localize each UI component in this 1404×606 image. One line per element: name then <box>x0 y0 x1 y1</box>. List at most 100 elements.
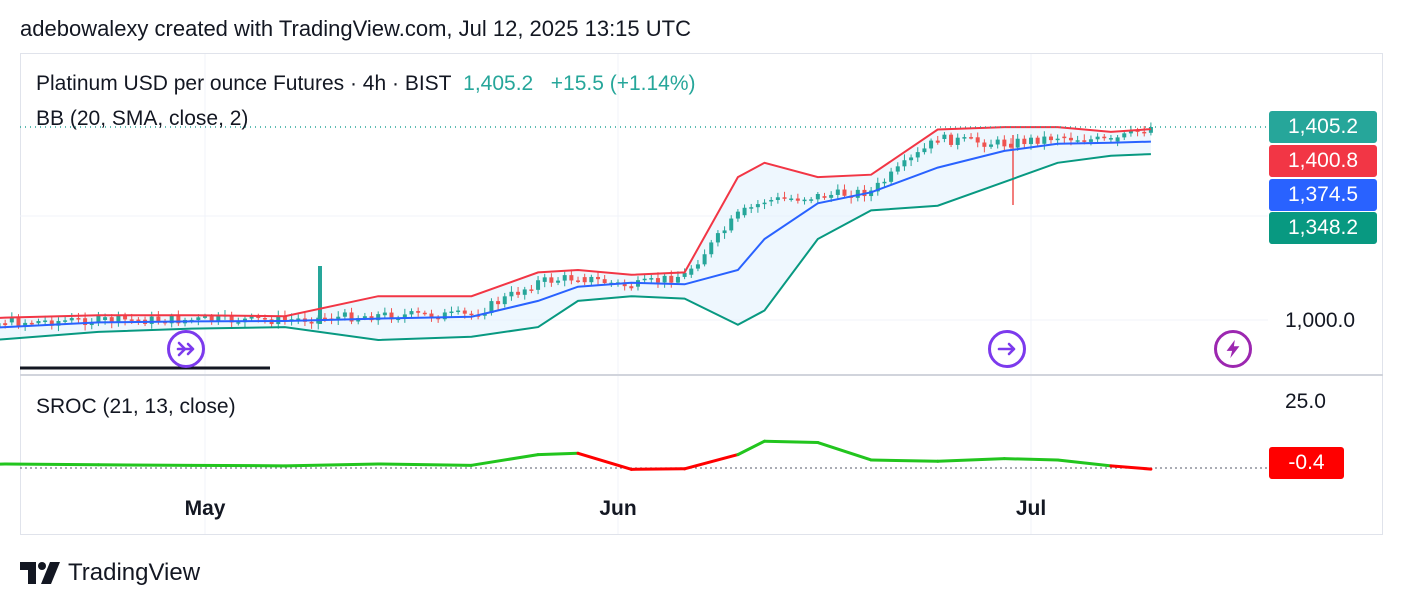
candle-body <box>749 207 754 209</box>
sroc-line-segment <box>816 441 873 462</box>
candle-body <box>436 317 441 320</box>
candle-body <box>549 277 554 283</box>
candle-body <box>282 316 287 320</box>
candle-body <box>429 313 434 318</box>
candle-body <box>989 144 994 147</box>
candle-body <box>89 322 94 326</box>
candle-body <box>589 276 594 283</box>
candle-body <box>1075 140 1080 142</box>
candle-body <box>895 166 900 172</box>
candle-body <box>396 318 401 321</box>
candle-body <box>462 310 467 314</box>
arrow-right-circle-icon[interactable] <box>167 330 205 368</box>
candle-body <box>755 204 760 208</box>
candle-body <box>9 318 14 323</box>
candle-body <box>769 199 774 202</box>
candle-body <box>336 316 341 321</box>
candle-body <box>1128 130 1133 134</box>
candle-body <box>829 194 834 198</box>
candle-body <box>935 140 940 143</box>
candle-body <box>229 315 234 323</box>
candle-body <box>296 318 301 320</box>
candle-body <box>1062 136 1067 139</box>
candle-body <box>262 318 267 320</box>
candle-body <box>256 315 261 319</box>
chart-frame <box>20 53 1383 535</box>
candle-body <box>36 321 41 324</box>
candle-body <box>43 320 48 322</box>
candle-body <box>662 275 667 283</box>
candle-body <box>136 319 141 322</box>
bb-legend: BB (20, SMA, close, 2) <box>36 107 249 130</box>
candle-body <box>982 142 987 147</box>
sroc-line-segment <box>376 462 473 467</box>
candle-body <box>103 317 108 320</box>
sroc-line-segment <box>283 462 380 468</box>
last-price-value: 1,405.2 <box>463 72 534 95</box>
candle-body <box>1002 139 1007 147</box>
candle-body <box>942 134 947 140</box>
candle-body <box>502 296 507 305</box>
candle-body <box>0 323 1 328</box>
lightning-bolt-icon[interactable] <box>1214 330 1252 368</box>
bollinger-band-fill <box>0 127 1151 340</box>
candle-body <box>442 312 447 320</box>
candle-body <box>123 315 128 320</box>
last-price-tag: 1,405.2 <box>1269 111 1377 143</box>
candle-body <box>156 316 161 322</box>
candle-body <box>203 316 207 318</box>
candle-body <box>76 318 81 320</box>
candle-body <box>3 323 8 326</box>
candle-body <box>629 286 634 289</box>
candle-body <box>1055 138 1060 141</box>
candle-body <box>909 157 914 161</box>
candle-body <box>1115 137 1120 142</box>
candle-body <box>129 319 134 321</box>
candle-body <box>735 211 740 219</box>
price-change-value: +15.5 (+1.14%) <box>550 72 696 95</box>
candle-body <box>855 189 860 198</box>
candle-body <box>1142 131 1147 134</box>
candle-body <box>902 160 907 167</box>
candle-body <box>1035 137 1040 144</box>
candle-body <box>318 266 322 324</box>
candle-body <box>596 276 601 280</box>
candle-body <box>962 137 967 139</box>
month-label-may: May <box>184 497 226 520</box>
arrow-right-circle-icon[interactable] <box>988 330 1026 368</box>
sroc-line-segment <box>736 439 767 457</box>
candle-body <box>722 230 727 234</box>
candle-body <box>342 312 347 317</box>
price-tick-1000: 1,000.0 <box>1285 309 1356 332</box>
candle-body <box>795 198 800 201</box>
candle-body <box>955 137 960 145</box>
sroc-line-segment <box>936 457 1006 463</box>
candle-body <box>649 278 654 280</box>
sroc-line-segment <box>576 451 633 471</box>
candle-body <box>1102 136 1107 139</box>
candle-body <box>695 264 700 269</box>
candle-body <box>83 318 88 326</box>
candle-body <box>1009 143 1014 148</box>
candle-body <box>576 280 581 282</box>
sroc-line-segment <box>1002 457 1060 462</box>
candle-body <box>449 311 454 314</box>
basis-tag: 1,374.5 <box>1269 179 1377 211</box>
candle-body <box>63 320 68 322</box>
candle-body <box>456 310 461 313</box>
candle-body <box>782 197 787 199</box>
sroc-line-segment <box>1056 458 1113 468</box>
chart-attribution: adebowalexy created with TradingView.com… <box>20 16 691 41</box>
candle-body <box>1015 138 1020 148</box>
tradingview-logo[interactable]: TradingView <box>20 559 200 587</box>
candle-body <box>1068 137 1073 141</box>
candle-body <box>802 199 807 202</box>
candle-body <box>1122 133 1127 138</box>
candle-body <box>762 202 767 205</box>
tradingview-logo-icon <box>20 562 60 584</box>
candle-body <box>1022 138 1027 145</box>
candle-body <box>196 317 201 320</box>
sroc-legend: SROC (21, 13, close) <box>36 395 236 418</box>
candle-body <box>1082 140 1087 142</box>
